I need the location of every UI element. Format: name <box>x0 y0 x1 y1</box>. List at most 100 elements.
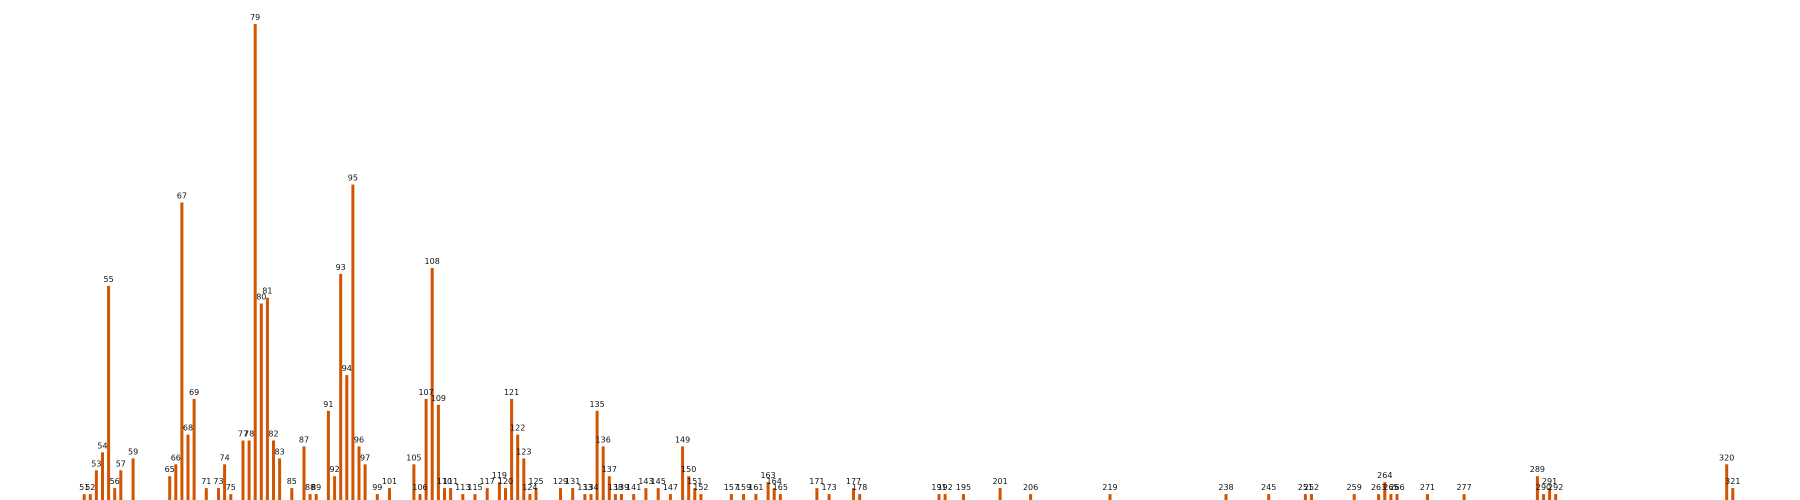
bar-label-110: 110 <box>437 477 452 486</box>
bar-145 <box>656 488 660 500</box>
bar-171 <box>815 488 819 500</box>
bar-label-292: 292 <box>1548 483 1563 492</box>
bar-195 <box>962 494 965 500</box>
bar-110 <box>443 488 446 500</box>
bar-label-264: 264 <box>1377 471 1392 480</box>
bar-label-95: 95 <box>348 174 358 183</box>
bar-92 <box>333 476 337 500</box>
bar-label-277: 277 <box>1456 483 1471 492</box>
bar-label-161: 161 <box>748 483 763 492</box>
bar-109 <box>436 404 440 500</box>
bar-259 <box>1352 494 1356 500</box>
bar-label-271: 271 <box>1420 483 1435 492</box>
bar-75 <box>229 494 233 500</box>
bar-label-290: 290 <box>1536 483 1551 492</box>
bar-59 <box>131 458 135 500</box>
bar-55 <box>107 285 111 500</box>
bar-label-91: 91 <box>323 400 333 409</box>
bar-label-106: 106 <box>412 483 427 492</box>
bar-label-125: 125 <box>528 477 543 486</box>
bar-93 <box>339 273 343 500</box>
bar-79 <box>253 24 257 500</box>
bar-105 <box>412 464 416 500</box>
bar-133 <box>583 494 587 500</box>
bar-136 <box>601 446 605 500</box>
bar-219 <box>1108 494 1112 500</box>
bar-label-107: 107 <box>418 388 433 397</box>
bar-115 <box>473 494 477 500</box>
bar-289 <box>1535 476 1539 500</box>
bar-320 <box>1725 464 1729 500</box>
bar-161 <box>754 494 758 500</box>
bar-label-195: 195 <box>956 483 971 492</box>
bar-label-159: 159 <box>736 483 751 492</box>
bar-label-83: 83 <box>275 447 285 456</box>
bar-label-66: 66 <box>171 453 181 462</box>
bar-label-54: 54 <box>97 441 107 450</box>
bar-label-206: 206 <box>1023 483 1038 492</box>
bar-label-150: 150 <box>681 465 696 474</box>
bar-label-238: 238 <box>1218 483 1233 492</box>
bar-120 <box>504 488 507 500</box>
bar-57 <box>119 470 123 500</box>
bar-87 <box>302 446 306 500</box>
bar-191 <box>937 494 941 500</box>
bar-77 <box>241 440 245 500</box>
bar-label-152: 152 <box>693 483 708 492</box>
bar-label-245: 245 <box>1261 483 1276 492</box>
bar-label-96: 96 <box>354 435 364 444</box>
bar-label-87: 87 <box>299 435 309 444</box>
bar-291 <box>1548 488 1552 500</box>
bar-label-123: 123 <box>516 447 531 456</box>
bar-159 <box>742 494 746 500</box>
bar-65 <box>168 476 172 500</box>
bar-271 <box>1426 494 1429 500</box>
bar-label-81: 81 <box>262 287 272 296</box>
bar-83 <box>278 458 282 500</box>
bar-label-115: 115 <box>467 483 482 492</box>
bar-label-79: 79 <box>250 13 260 22</box>
bar-143 <box>644 488 648 500</box>
bar-173 <box>827 494 831 500</box>
bar-124 <box>528 494 532 500</box>
bar-94 <box>345 375 349 500</box>
bar-163 <box>766 482 770 500</box>
bar-label-101: 101 <box>382 477 397 486</box>
bar-label-108: 108 <box>425 257 440 266</box>
bar-78 <box>247 440 251 500</box>
bar-label-80: 80 <box>256 293 266 302</box>
bar-label-143: 143 <box>638 477 653 486</box>
bar-label-259: 259 <box>1347 483 1362 492</box>
bar-label-51: 51 <box>79 483 89 492</box>
bar-label-266: 266 <box>1389 483 1404 492</box>
bar-117 <box>485 488 489 500</box>
bar-147 <box>668 494 672 500</box>
bar-82 <box>272 440 275 500</box>
bar-53 <box>94 470 98 500</box>
bar-label-105: 105 <box>406 453 421 462</box>
bar-label-94: 94 <box>342 364 352 373</box>
bar-label-92: 92 <box>330 465 340 474</box>
bar-label-88: 88 <box>305 483 315 492</box>
bar-label-139: 139 <box>614 483 629 492</box>
bar-74 <box>223 464 227 500</box>
bar-label-164: 164 <box>767 477 782 486</box>
bar-106 <box>418 494 422 500</box>
bar-99 <box>375 494 379 500</box>
bar-label-289: 289 <box>1530 465 1545 474</box>
bar-label-59: 59 <box>128 447 138 456</box>
bar-251 <box>1303 494 1307 500</box>
bar-96 <box>357 446 361 500</box>
bar-label-73: 73 <box>213 477 223 486</box>
bar-label-141: 141 <box>626 483 641 492</box>
bar-137 <box>607 476 611 500</box>
bar-label-75: 75 <box>226 483 236 492</box>
bar-134 <box>589 494 593 500</box>
bar-56 <box>113 488 117 500</box>
bar-label-191: 191 <box>931 483 946 492</box>
bar-68 <box>186 434 190 500</box>
bar-238 <box>1224 494 1228 500</box>
bar-label-74: 74 <box>220 453 230 462</box>
